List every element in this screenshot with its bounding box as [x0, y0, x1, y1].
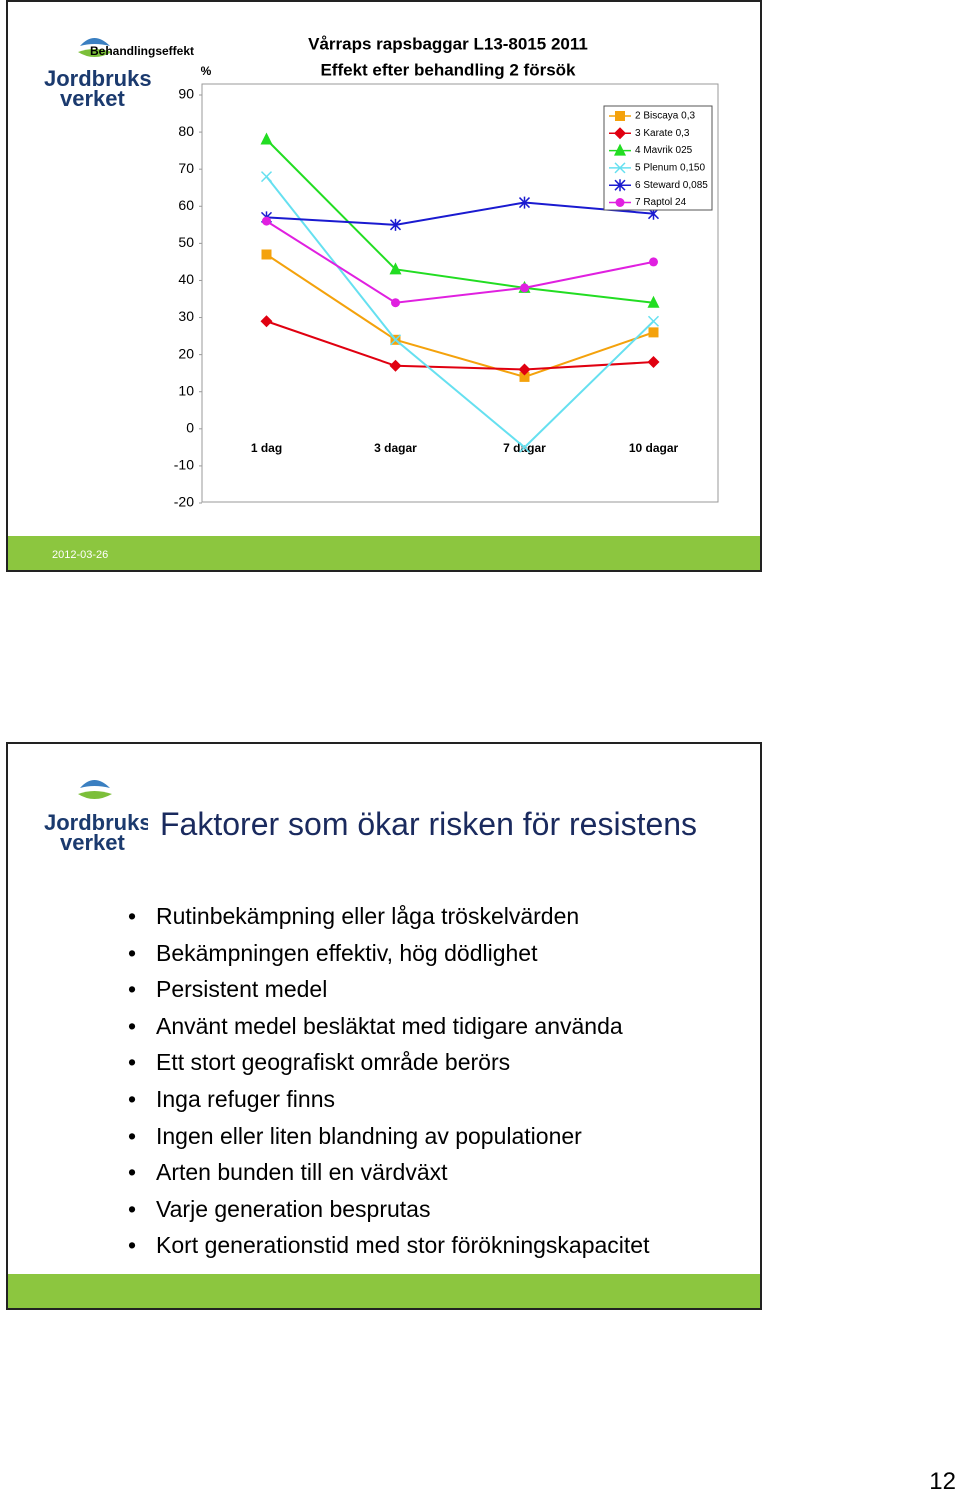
bullet: Varje generation besprutas [128, 1191, 650, 1228]
y-tick-label: 10 [178, 382, 194, 398]
data-point [389, 334, 402, 346]
x-tick-label: 1 dag [251, 441, 282, 455]
data-point [389, 359, 402, 372]
data-point [649, 257, 658, 267]
bullet: Ingen eller liten blandning av populatio… [128, 1118, 650, 1155]
y-tick-label: 30 [178, 308, 194, 324]
legend-marker [614, 162, 626, 174]
series-line [265, 138, 654, 304]
bullet: Ett stort geografiskt område berörs [128, 1044, 650, 1081]
x-tick-label: 10 dagar [629, 441, 679, 455]
series-line [266, 201, 654, 226]
y-tick-label: 80 [178, 123, 194, 139]
legend-marker [614, 127, 626, 140]
legend-label: 5 Plenum 0,150 [635, 163, 705, 174]
chart-subtitle: Effekt efter behandling 2 försök [320, 60, 576, 79]
y-tick-label: -20 [174, 494, 194, 510]
logo-icon [80, 780, 110, 788]
legend-label: 6 Steward 0,085 [635, 180, 708, 191]
logo-text: Jordbruks [44, 66, 152, 91]
data-point [647, 315, 660, 327]
chart-title: Vårraps rapsbaggar L13-8015 2011 [308, 34, 588, 53]
bullet: Persistent medel [128, 971, 650, 1008]
legend-marker [615, 111, 625, 121]
footer-bar [8, 1274, 760, 1308]
logo-text: verket [60, 830, 126, 854]
data-point [518, 363, 531, 376]
y-tick-label: 50 [178, 234, 194, 250]
data-point [518, 441, 531, 453]
y-tick-label: 70 [178, 160, 194, 176]
logo-text: Jordbruks [44, 810, 148, 835]
y-tick-label: 40 [178, 271, 194, 287]
bullet: Kort generationstid med stor förökningsk… [128, 1227, 649, 1264]
logo-icon [78, 49, 112, 57]
data-point [389, 262, 402, 275]
data-point [261, 249, 272, 260]
y-tick-label: 0 [186, 420, 194, 436]
data-point [519, 371, 530, 382]
legend-box [603, 105, 713, 211]
slide-1: Jordbruks verket Behandlingseffekt % Vår… [6, 0, 762, 572]
legend-label: 2 Biscaya 0,3 [635, 111, 695, 122]
footer-bar: 2012-03-26 [8, 536, 760, 570]
y-tick-label: -10 [174, 457, 194, 473]
data-point [520, 283, 529, 293]
logo-icon [80, 38, 110, 46]
legend-label: 7 Raptol 24 [635, 197, 687, 208]
logo: Jordbruks verket [44, 38, 152, 111]
slide-title: Faktorer som ökar risken för resistens [160, 806, 698, 842]
plot-frame [201, 83, 719, 503]
data-point [260, 171, 273, 183]
y-tick-label: 60 [178, 197, 194, 213]
y-label: Behandlingseffekt [90, 44, 194, 58]
data-point [518, 196, 531, 209]
y-tick-label: 20 [178, 345, 194, 361]
slide-2: Jordbruks verket Faktorer som ökar riske… [6, 742, 762, 1310]
bullet: Inga refuger finns [128, 1081, 650, 1118]
data-point [260, 132, 273, 145]
chart: Jordbruks verket Behandlingseffekt % Vår… [44, 34, 719, 510]
data-point [260, 315, 273, 328]
series-line [265, 253, 654, 378]
y-tick-label: 90 [178, 86, 194, 102]
logo: Jordbruks verket [44, 780, 148, 854]
series-line [265, 220, 654, 304]
legend-marker [614, 179, 626, 192]
legend-label: 4 Mavrik 025 [635, 145, 693, 156]
date: 2012-03-26 [52, 549, 109, 561]
data-point [391, 298, 400, 308]
series-line [265, 175, 655, 449]
legend-marker [614, 143, 626, 156]
x-tick-label: 3 dagar [374, 441, 417, 455]
page-number: 12 [929, 1468, 956, 1495]
bullet-list: Rutinbekämpning eller låga tröskelvärden… [128, 898, 650, 1264]
data-point [647, 356, 660, 369]
data-point [389, 218, 402, 231]
data-point [648, 327, 659, 338]
legend-label: 3 Karate 0,3 [635, 128, 690, 139]
bullet: Använt medel besläktat med tidigare anvä… [128, 1008, 650, 1045]
logo-icon [78, 791, 112, 799]
legend-marker [615, 198, 625, 207]
y-unit: % [201, 64, 212, 78]
series-line [266, 320, 654, 371]
data-point [262, 216, 271, 226]
bullet: Rutinbekämpning eller låga tröskelvärden [128, 898, 650, 935]
logo-text: verket [60, 86, 126, 111]
data-point [647, 295, 660, 308]
bullet: Bekämpningen effektiv, hög dödlighet [128, 935, 650, 972]
bullet: Arten bunden till en värdväxt [128, 1154, 650, 1191]
